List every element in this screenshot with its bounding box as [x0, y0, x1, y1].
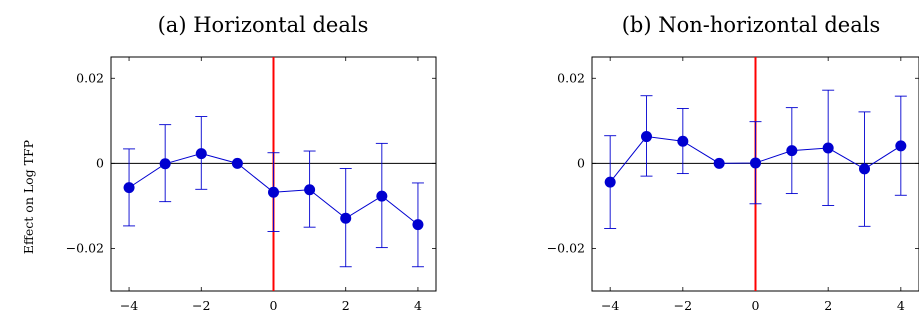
data-point: [604, 176, 616, 188]
x-tick-label: 2: [824, 298, 832, 313]
data-point: [412, 219, 424, 231]
x-tick-label: −4: [120, 298, 138, 313]
data-point: [231, 157, 243, 169]
chart-title: (a) Horizontal deals: [158, 13, 369, 37]
data-point: [641, 131, 652, 143]
data-point: [123, 182, 135, 194]
data-point: [713, 157, 725, 169]
data-point: [822, 142, 834, 154]
x-tick-label: 2: [342, 298, 350, 313]
data-point: [376, 190, 388, 202]
chart-non-horizontal-deals: (b) Non-horizontal deals −4 −2 0 2 4 −0.02 0 0.…: [547, 13, 919, 313]
x-tick-label: −2: [192, 298, 210, 313]
data-point: [677, 135, 689, 147]
y-tick-label: 0: [96, 155, 104, 170]
y-axis-label: Effect on Log TFP: [21, 140, 36, 254]
chart-title: (b) Non-horizontal deals: [622, 13, 881, 37]
data-point: [268, 186, 279, 198]
data-point: [340, 212, 352, 224]
data-point: [195, 148, 207, 160]
y-tick-label: 0: [577, 155, 585, 170]
x-tick-label: −4: [601, 298, 619, 313]
chart-horizontal-deals: (a) Horizontal deals −4 −2 0 2 4 −0.02 0 0.02: [66, 13, 437, 313]
x-tick-label: 0: [752, 298, 760, 313]
x-tick-label: 4: [897, 298, 905, 313]
y-tick-label: −0.02: [66, 240, 104, 255]
x-tick-label: 4: [414, 298, 422, 313]
data-point: [859, 163, 870, 175]
data-point: [895, 140, 907, 152]
y-tick-label: −0.02: [547, 240, 585, 255]
y-tick-label: 0.02: [76, 70, 104, 85]
x-tick-label: 0: [270, 298, 278, 313]
data-point: [304, 184, 316, 196]
x-tick-label: −2: [674, 298, 692, 313]
data-point: [786, 145, 798, 157]
data-point: [750, 157, 761, 169]
data-point: [159, 158, 171, 170]
y-tick-label: 0.02: [557, 70, 585, 85]
